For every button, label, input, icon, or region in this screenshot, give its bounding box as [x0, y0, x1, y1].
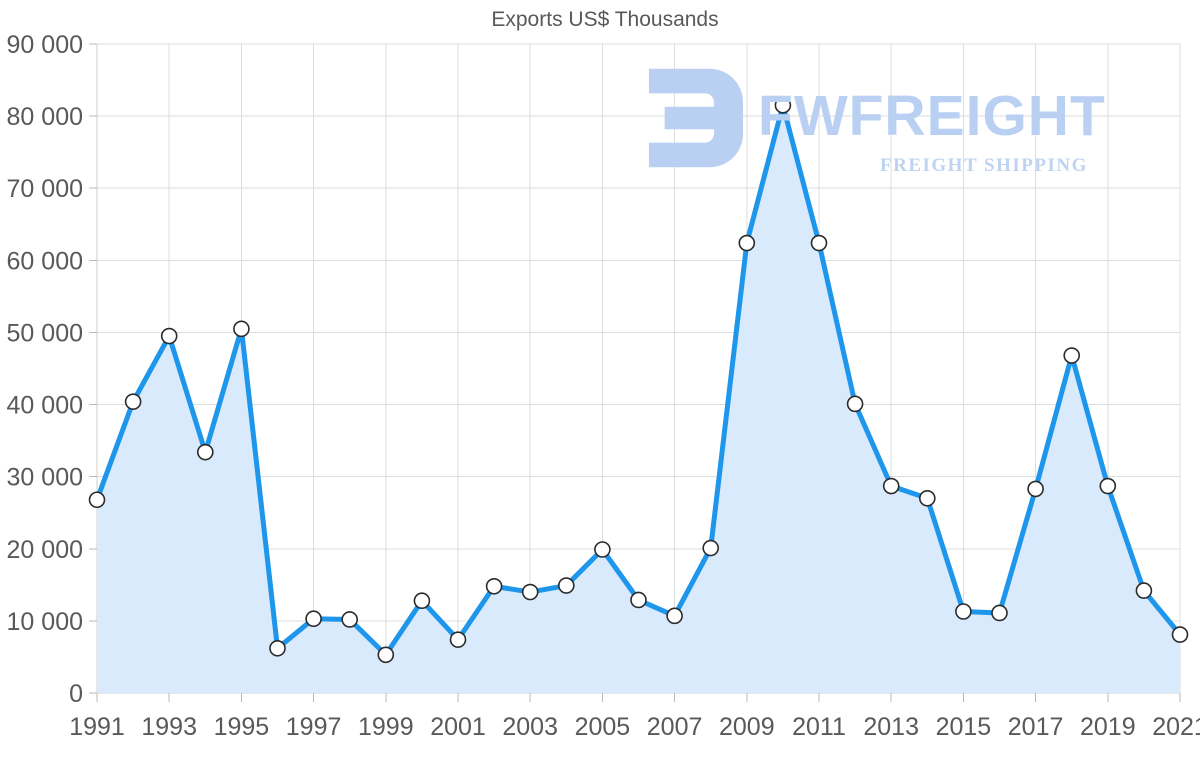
x-axis-tick-label: 2003: [502, 713, 558, 741]
y-axis-tick-label: 60 000: [7, 247, 83, 275]
data-point-marker: [882, 477, 900, 495]
x-axis-tick-label: 2015: [936, 713, 992, 741]
y-axis-tick-label: 10 000: [7, 608, 83, 636]
data-point-marker: [630, 591, 647, 609]
data-point-marker: [341, 611, 359, 628]
data-point-marker: [846, 395, 864, 413]
data-point-marker: [738, 234, 756, 252]
x-axis-tick-label: 1991: [69, 713, 125, 741]
x-axis-tick-label: 2017: [1008, 713, 1064, 741]
data-point-marker: [1063, 347, 1080, 364]
data-point-marker: [1099, 477, 1117, 495]
data-point-marker: [955, 603, 972, 620]
x-axis-tick-label: 2007: [647, 713, 703, 741]
series-area-fill: [97, 105, 1180, 694]
data-point-marker: [557, 577, 575, 594]
data-point-marker: [269, 639, 286, 657]
data-point-marker: [666, 607, 683, 625]
data-point-marker: [197, 443, 214, 461]
series-area-path: [97, 105, 1180, 694]
x-axis-tick-label: 2009: [719, 713, 775, 741]
data-point-marker: [305, 610, 322, 628]
y-axis-tick-labels: 0 10 000 20 000 30 000 40 000 50 000 60 000 70 …: [7, 31, 83, 708]
x-axis-tick-label: 2011: [792, 713, 846, 741]
data-point-marker: [810, 234, 828, 252]
data-point-marker: [1171, 626, 1189, 643]
data-point-marker: [1135, 582, 1153, 599]
y-axis-tick-label: 30 000: [7, 464, 83, 492]
y-axis-tick-label: 40 000: [7, 392, 83, 420]
data-point-marker: [160, 327, 178, 345]
y-axis-tick-label: 50 000: [7, 319, 83, 347]
x-axis-tick-label: 1997: [286, 713, 342, 741]
data-point-marker: [124, 393, 142, 410]
chart-title: Exports US$ Thousands: [491, 8, 718, 31]
y-axis-tick-label: 80 000: [7, 103, 83, 131]
data-point-marker: [449, 631, 467, 648]
x-axis-tick-label: 2001: [430, 713, 486, 741]
data-point-marker: [413, 592, 431, 610]
x-axis-tick-labels: 1991 1993 1995 1997 1999 2001 2003 2005 2007 2009…: [69, 713, 1200, 741]
y-axis-tick-label: 0: [69, 680, 83, 708]
y-axis-tick-label: 20 000: [7, 536, 83, 564]
y-axis-tick-label: 70 000: [7, 175, 83, 203]
y-axis-tick-label: 90 000: [7, 31, 83, 59]
x-axis-tick-label: 2019: [1080, 713, 1136, 741]
x-axis-tick-label: 1995: [214, 713, 270, 741]
data-point-marker: [702, 539, 720, 557]
data-point-marker: [233, 320, 250, 338]
data-point-marker: [918, 489, 936, 507]
data-point-marker: [774, 96, 792, 114]
x-axis-tick-label: 2021: [1152, 713, 1200, 741]
data-point-marker: [88, 491, 106, 509]
x-axis-tick-label: 2005: [575, 713, 631, 741]
data-point-marker: [377, 646, 395, 664]
data-point-marker: [1027, 480, 1044, 498]
data-point-marker: [991, 604, 1008, 622]
data-point-marker: [521, 583, 539, 601]
data-point-marker: [594, 541, 611, 558]
data-point-marker: [485, 577, 503, 595]
x-axis-tick-label: 2013: [863, 713, 919, 741]
x-axis-tick-label: 1993: [141, 713, 197, 741]
x-axis-tick-label: 1999: [358, 713, 414, 741]
series-markers: [88, 96, 1189, 664]
